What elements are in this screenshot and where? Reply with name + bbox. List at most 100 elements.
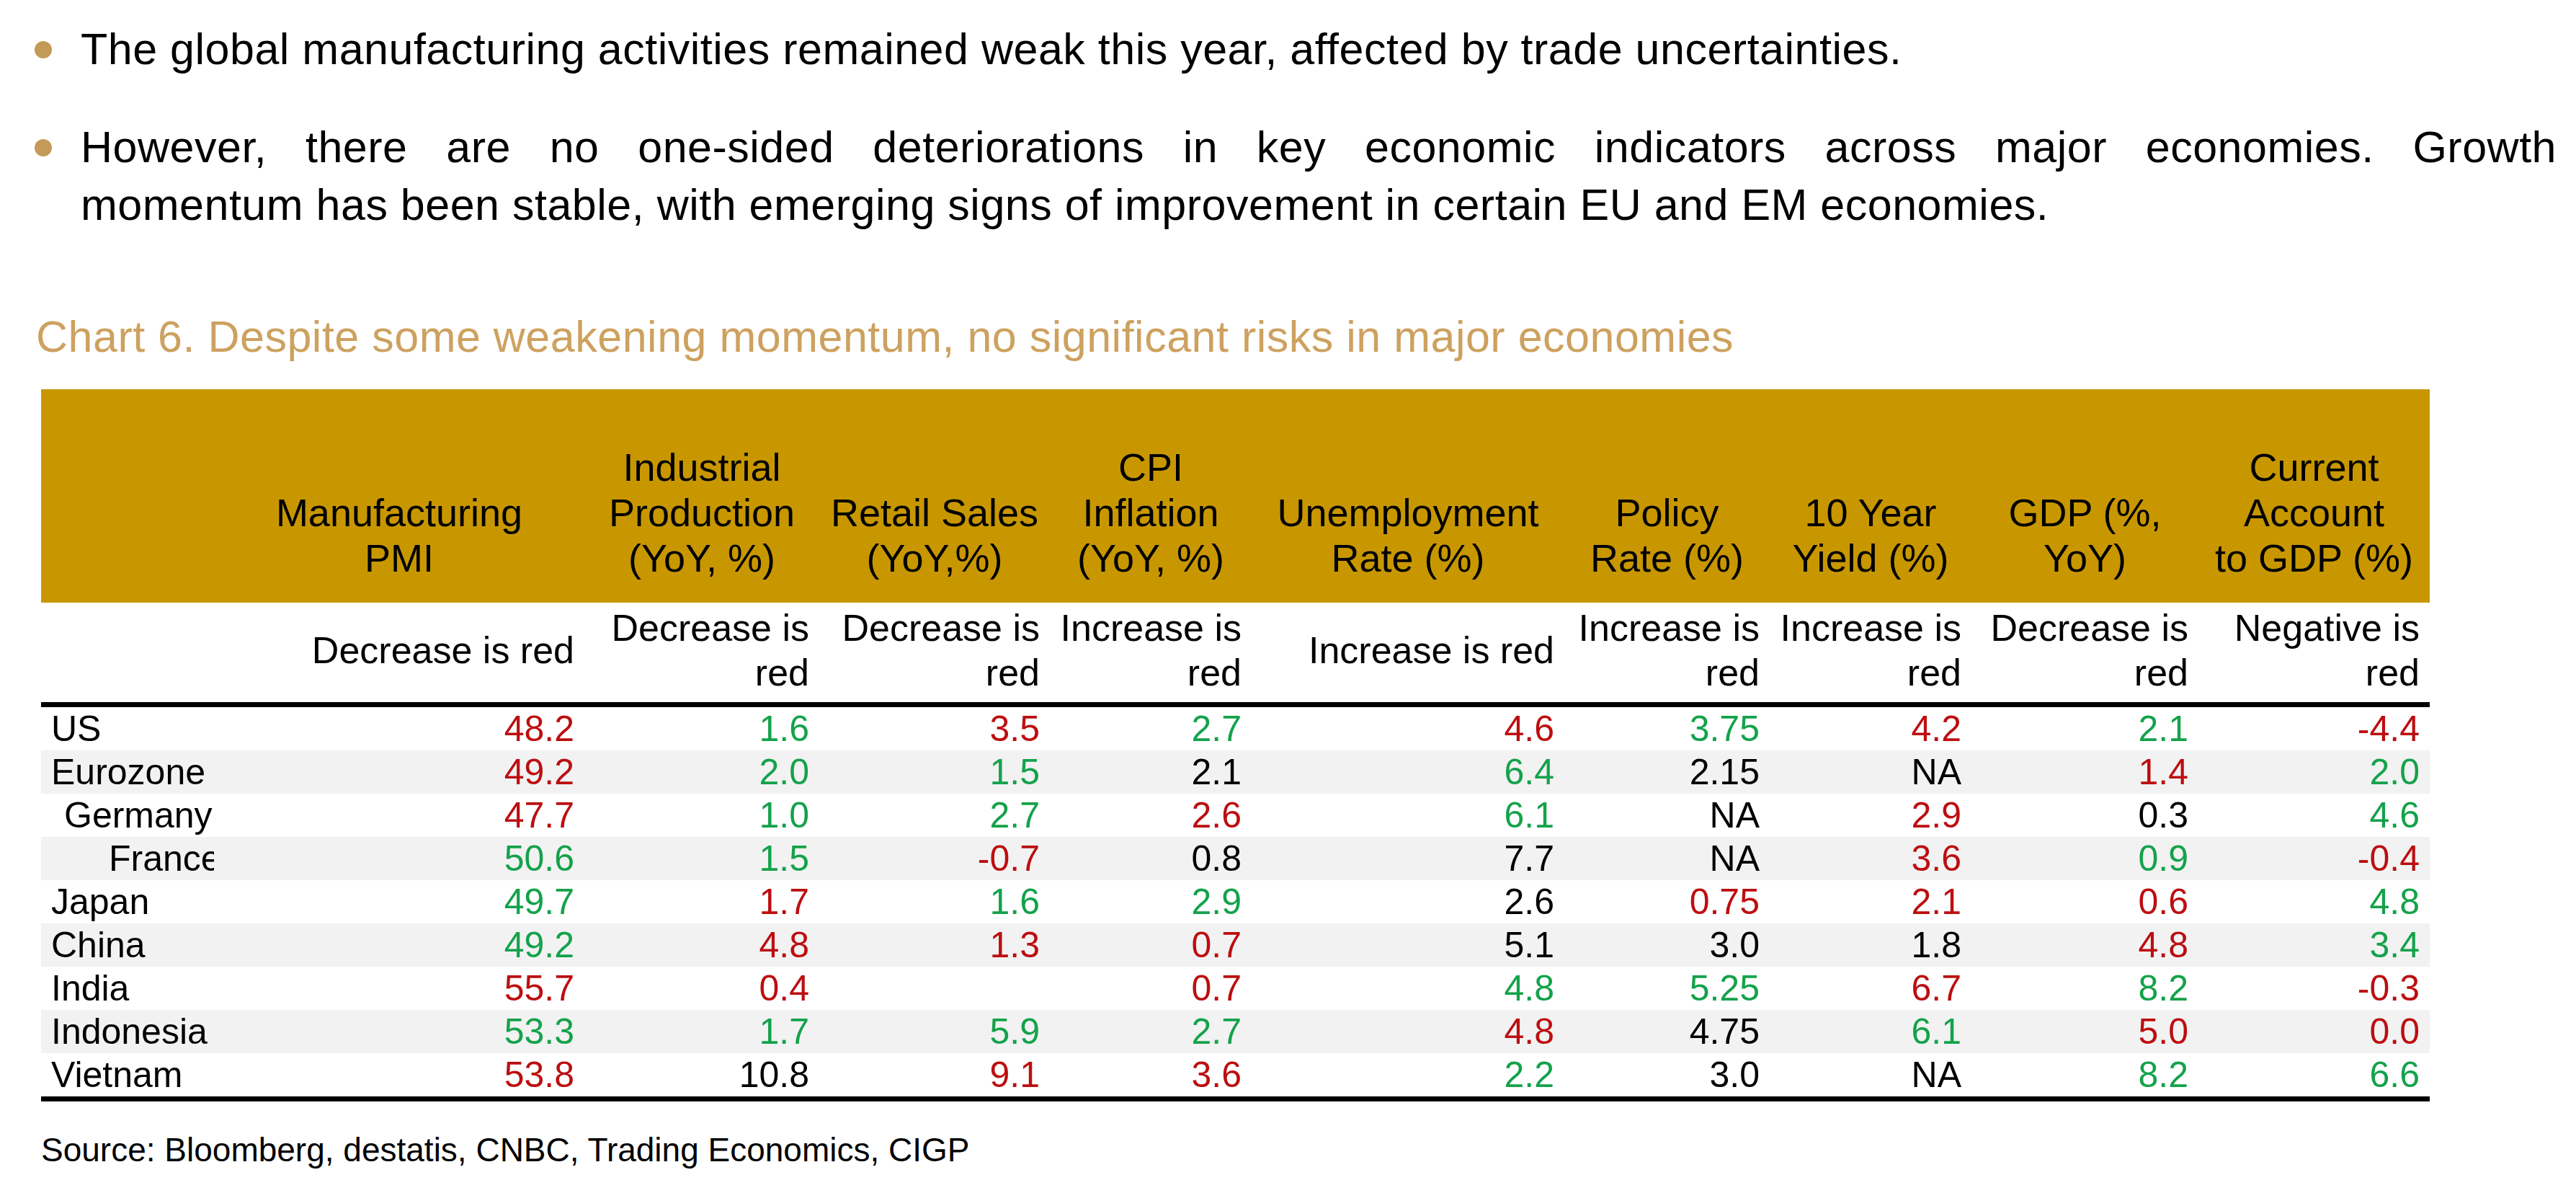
color-legend-line: Decrease is — [584, 606, 809, 650]
table-row: India55.70.40.74.85.256.78.2-0.3 — [41, 967, 2430, 1010]
value-cell: 5.0 — [1971, 1010, 2198, 1053]
value-cell: 6.6 — [2198, 1053, 2430, 1099]
color-legend-line: red — [1050, 650, 1242, 695]
table-row: Germany47.71.02.72.66.1NA2.90.34.6 — [41, 794, 2430, 837]
value-cell: 4.75 — [1564, 1010, 1770, 1053]
table-row: Eurozone49.22.01.52.16.42.15NA1.42.0 — [41, 750, 2430, 794]
slide-page: The global manufacturing activities rema… — [0, 0, 2576, 1193]
value-cell: 2.7 — [819, 794, 1050, 837]
value-cell: 4.8 — [584, 923, 819, 967]
column-header: 10 YearYield (%) — [1770, 389, 1971, 603]
table-row: France50.61.5-0.70.87.7NA3.60.9-0.4 — [41, 837, 2430, 880]
value-cell: 9.1 — [819, 1053, 1050, 1099]
table-row: Vietnam53.810.89.13.62.23.0NA8.26.6 — [41, 1053, 2430, 1099]
bullet-item: The global manufacturing activities rema… — [35, 20, 2557, 78]
value-cell: 3.4 — [2198, 923, 2430, 967]
value-cell: 0.3 — [1971, 794, 2198, 837]
bullet-line: momentum has been stable, with emerging … — [81, 176, 2557, 234]
value-cell: 1.8 — [1770, 923, 1971, 967]
column-header-line: PMI — [217, 536, 581, 581]
column-header: Retail Sales(YoY,%) — [819, 389, 1050, 603]
color-legend-line: red — [1971, 650, 2188, 695]
column-header: ManufacturingPMI — [214, 389, 584, 603]
color-legend-line: Increase is — [1050, 606, 1242, 650]
column-header-line: Account — [2201, 490, 2427, 536]
value-cell: 1.7 — [584, 1010, 819, 1053]
column-header: IndustrialProduction(YoY, %) — [584, 389, 819, 603]
value-cell: 1.6 — [819, 880, 1050, 923]
color-legend-line: Decrease is — [1971, 606, 2188, 650]
table-row: Indonesia53.31.75.92.74.84.756.15.00.0 — [41, 1010, 2430, 1053]
color-legend-line: Decrease is red — [214, 628, 574, 673]
bullet-line: However, there are no one-sided deterior… — [81, 118, 2557, 176]
value-cell: 1.5 — [819, 750, 1050, 794]
color-legend-cell: Increase isred — [1564, 603, 1770, 705]
value-cell: 2.15 — [1564, 750, 1770, 794]
bullet-item: However, there are no one-sided deterior… — [35, 118, 2557, 234]
country-cell: India — [41, 967, 214, 1010]
color-legend-line: red — [1770, 650, 1961, 695]
table-header-row: ManufacturingPMIIndustrialProduction(YoY… — [41, 389, 2430, 603]
color-legend-line: Negative is — [2198, 606, 2420, 650]
value-cell: 0.7 — [1050, 967, 1252, 1010]
column-header: GDP (%,YoY) — [1971, 389, 2198, 603]
value-cell: 50.6 — [214, 837, 584, 880]
country-cell: France — [41, 837, 214, 880]
column-header: CurrentAccountto GDP (%) — [2198, 389, 2430, 603]
column-header-line: GDP (%, — [1974, 490, 2196, 536]
bullet-text: However, there are no one-sided deterior… — [81, 118, 2557, 234]
value-cell: 4.8 — [1971, 923, 2198, 967]
value-cell: 1.5 — [584, 837, 819, 880]
value-cell: 2.7 — [1050, 1010, 1252, 1053]
value-cell: 4.8 — [2198, 880, 2430, 923]
value-cell: -0.3 — [2198, 967, 2430, 1010]
value-cell: 6.1 — [1770, 1010, 1971, 1053]
value-cell: 2.1 — [1971, 705, 2198, 751]
column-header-line: Unemployment — [1254, 490, 1561, 536]
color-legend-cell: Decrease isred — [1971, 603, 2198, 705]
column-header: PolicyRate (%) — [1564, 389, 1770, 603]
value-cell: 2.0 — [2198, 750, 2430, 794]
color-legend-line: Decrease is — [819, 606, 1040, 650]
value-cell: 5.9 — [819, 1010, 1050, 1053]
value-cell: 0.4 — [584, 967, 819, 1010]
bullet-dot-icon — [35, 139, 52, 156]
legend-corner-cell — [41, 603, 214, 705]
chart-title: Chart 6. Despite some weakening momentum… — [36, 310, 1734, 364]
value-cell: 6.7 — [1770, 967, 1971, 1010]
value-cell: 1.7 — [584, 880, 819, 923]
column-header-line: CPI — [1053, 445, 1249, 490]
value-cell: 5.25 — [1564, 967, 1770, 1010]
value-cell: 47.7 — [214, 794, 584, 837]
column-header-line: YoY) — [1974, 536, 2196, 581]
value-cell: -0.4 — [2198, 837, 2430, 880]
value-cell: 0.6 — [1971, 880, 2198, 923]
color-legend-line: Increase is red — [1252, 628, 1554, 673]
value-cell: 48.2 — [214, 705, 584, 751]
column-header-line: Yield (%) — [1773, 536, 1969, 581]
color-legend-cell: Decrease is red — [214, 603, 584, 705]
table-row: US48.21.63.52.74.63.754.22.1-4.4 — [41, 705, 2430, 751]
value-cell: 2.7 — [1050, 705, 1252, 751]
value-cell: 2.6 — [1252, 880, 1564, 923]
value-cell: 3.6 — [1050, 1053, 1252, 1099]
source-note: Source: Bloomberg, destatis, CNBC, Tradi… — [41, 1129, 970, 1171]
value-cell: 0.0 — [2198, 1010, 2430, 1053]
column-header-line: (YoY, %) — [587, 536, 816, 581]
bullet-list: The global manufacturing activities rema… — [35, 20, 2557, 234]
country-cell: China — [41, 923, 214, 967]
column-header: UnemploymentRate (%) — [1252, 389, 1564, 603]
value-cell: 55.7 — [214, 967, 584, 1010]
column-header-line: 10 Year — [1773, 490, 1969, 536]
color-legend-line: red — [819, 650, 1040, 695]
table-row: Japan49.71.71.62.92.60.752.10.64.8 — [41, 880, 2430, 923]
column-header-line: Production — [587, 490, 816, 536]
color-legend-cell: Increase isred — [1770, 603, 1971, 705]
value-cell: 4.6 — [2198, 794, 2430, 837]
column-header-line: Rate (%) — [1254, 536, 1561, 581]
column-header-line: Policy — [1567, 490, 1767, 536]
color-legend-cell: Increase isred — [1050, 603, 1252, 705]
economic-indicators-table: ManufacturingPMIIndustrialProduction(YoY… — [41, 389, 2430, 1101]
value-cell: 3.6 — [1770, 837, 1971, 880]
color-legend-line: red — [1564, 650, 1760, 695]
